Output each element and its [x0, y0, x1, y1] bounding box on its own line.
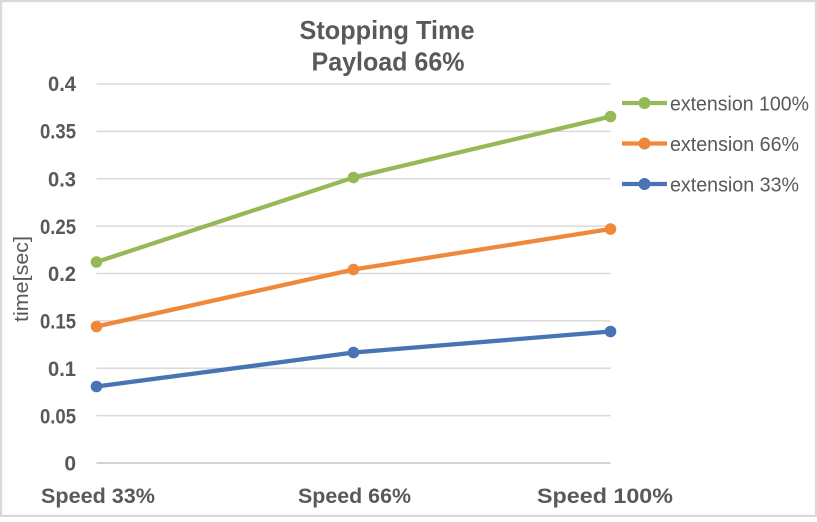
svg-text:Payload 66%: Payload 66% — [312, 47, 465, 77]
svg-text:Stopping Time: Stopping Time — [300, 15, 475, 45]
svg-text:time[sec]: time[sec] — [11, 236, 33, 322]
svg-text:0.4: 0.4 — [48, 73, 76, 96]
svg-text:0.1: 0.1 — [48, 358, 76, 381]
svg-text:Speed 100%: Speed 100% — [537, 485, 673, 508]
svg-text:Speed 33%: Speed 33% — [41, 485, 155, 508]
svg-text:Speed 66%: Speed 66% — [298, 485, 411, 508]
svg-text:extension 100%: extension 100% — [670, 94, 809, 116]
svg-text:extension 33%: extension 33% — [670, 175, 799, 197]
svg-text:0.3: 0.3 — [48, 169, 76, 192]
svg-text:0.15: 0.15 — [40, 311, 76, 334]
svg-text:0: 0 — [64, 453, 76, 476]
svg-text:0.25: 0.25 — [40, 216, 76, 239]
svg-text:0.2: 0.2 — [48, 263, 76, 286]
svg-text:0.05: 0.05 — [40, 405, 76, 428]
svg-text:extension 66%: extension 66% — [670, 134, 799, 156]
svg-text:0.35: 0.35 — [40, 121, 76, 144]
